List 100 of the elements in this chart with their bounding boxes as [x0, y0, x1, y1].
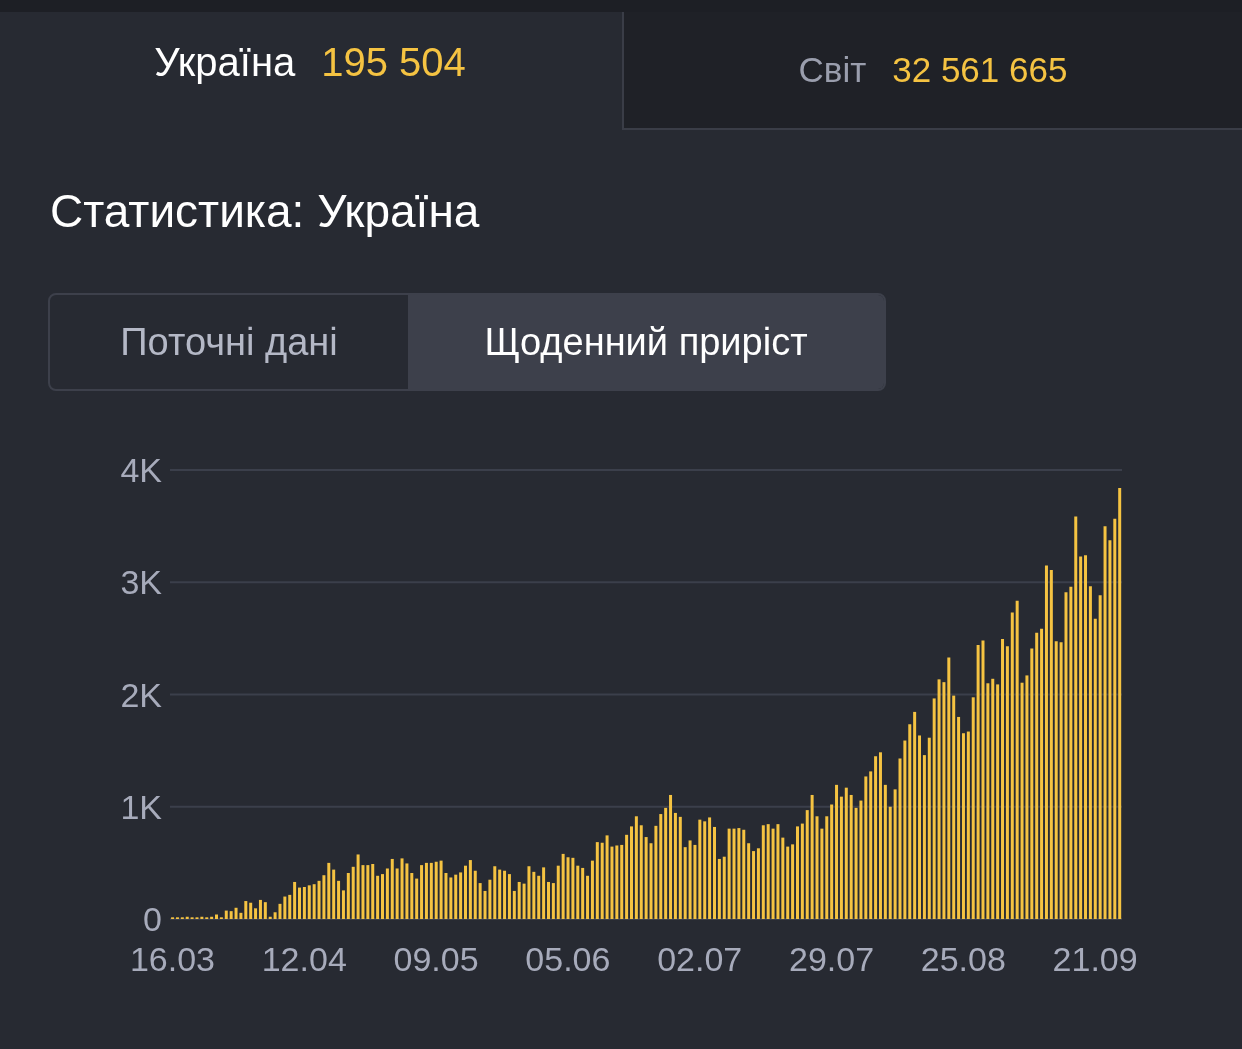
bar	[459, 872, 463, 919]
bar	[283, 896, 287, 919]
bar	[659, 814, 663, 919]
bar	[566, 857, 570, 919]
bar	[424, 862, 428, 919]
bar	[346, 872, 350, 919]
bar	[298, 887, 302, 919]
bar	[737, 828, 741, 919]
bar	[542, 867, 546, 919]
text: Світ	[798, 50, 867, 89]
bar	[913, 711, 917, 919]
bar	[678, 816, 682, 919]
bar	[341, 890, 345, 919]
bar	[1074, 516, 1078, 919]
bar	[434, 861, 438, 919]
bar	[727, 828, 731, 919]
bar	[586, 875, 590, 919]
bar	[747, 843, 751, 919]
bar	[620, 844, 624, 919]
x-tick-label: 16.03	[129, 940, 215, 979]
bar	[708, 817, 712, 919]
bar	[1069, 586, 1073, 919]
bar	[673, 812, 677, 919]
bar	[898, 758, 902, 919]
bar	[571, 857, 575, 919]
chart-title: Статистика: Україна	[50, 184, 480, 238]
bar	[698, 819, 702, 919]
bar	[781, 837, 785, 919]
bar	[415, 878, 419, 919]
bar	[908, 724, 912, 919]
bar	[1064, 592, 1068, 919]
bar	[732, 828, 736, 919]
bar	[322, 875, 326, 919]
bar	[546, 881, 550, 919]
bar	[874, 756, 878, 919]
bar	[307, 885, 311, 919]
bar	[971, 697, 975, 919]
bar	[551, 883, 555, 919]
bar	[1098, 595, 1102, 919]
bar	[805, 810, 809, 919]
bar	[337, 880, 341, 919]
bar	[996, 684, 1000, 919]
bar	[683, 847, 687, 919]
bar	[1093, 618, 1097, 919]
x-tick-label: 29.07	[788, 940, 875, 979]
text: 32 561 665	[892, 50, 1068, 89]
bar	[961, 733, 965, 919]
bar	[224, 910, 228, 919]
bar	[1079, 556, 1083, 919]
bar	[888, 806, 892, 919]
x-tick-label: 25.08	[920, 940, 1006, 979]
bar	[278, 903, 282, 919]
bar	[395, 868, 399, 919]
bar	[381, 874, 384, 919]
bar	[464, 865, 467, 919]
bar	[922, 755, 926, 919]
bar	[1113, 518, 1117, 919]
bar	[454, 874, 458, 919]
bar	[561, 853, 565, 919]
bar	[947, 657, 951, 919]
bar	[556, 865, 560, 919]
bar	[249, 902, 253, 919]
bar	[1040, 628, 1044, 919]
bar	[742, 829, 746, 919]
bar	[825, 816, 829, 919]
bar	[688, 840, 692, 919]
bar	[791, 844, 795, 919]
bar	[752, 851, 756, 919]
bar	[429, 862, 433, 919]
bar	[644, 837, 648, 919]
text: 195 504	[321, 40, 466, 84]
y-tick-label: 2K	[120, 675, 163, 714]
bar	[810, 794, 814, 919]
bar	[293, 881, 297, 919]
bar	[966, 731, 970, 919]
bar	[605, 835, 609, 919]
x-tick-label: 02.07	[657, 940, 743, 979]
bar	[878, 752, 882, 919]
bar	[332, 869, 336, 919]
bar	[439, 860, 443, 919]
y-tick-label: 0	[143, 900, 162, 939]
bar	[722, 856, 726, 919]
bar	[615, 845, 619, 919]
bar	[517, 881, 521, 919]
bar	[717, 858, 721, 919]
bar	[986, 683, 990, 919]
bar	[927, 737, 931, 919]
bar	[302, 887, 306, 919]
bar	[830, 804, 834, 919]
bar	[625, 834, 629, 919]
bar	[761, 825, 765, 919]
bar	[864, 776, 868, 919]
bar	[537, 875, 541, 919]
bar	[903, 740, 907, 919]
y-tick-label: 1K	[120, 787, 163, 826]
bar	[473, 870, 477, 919]
bar	[771, 828, 775, 919]
bar	[410, 872, 414, 919]
bar	[327, 862, 331, 919]
bar	[932, 698, 936, 919]
